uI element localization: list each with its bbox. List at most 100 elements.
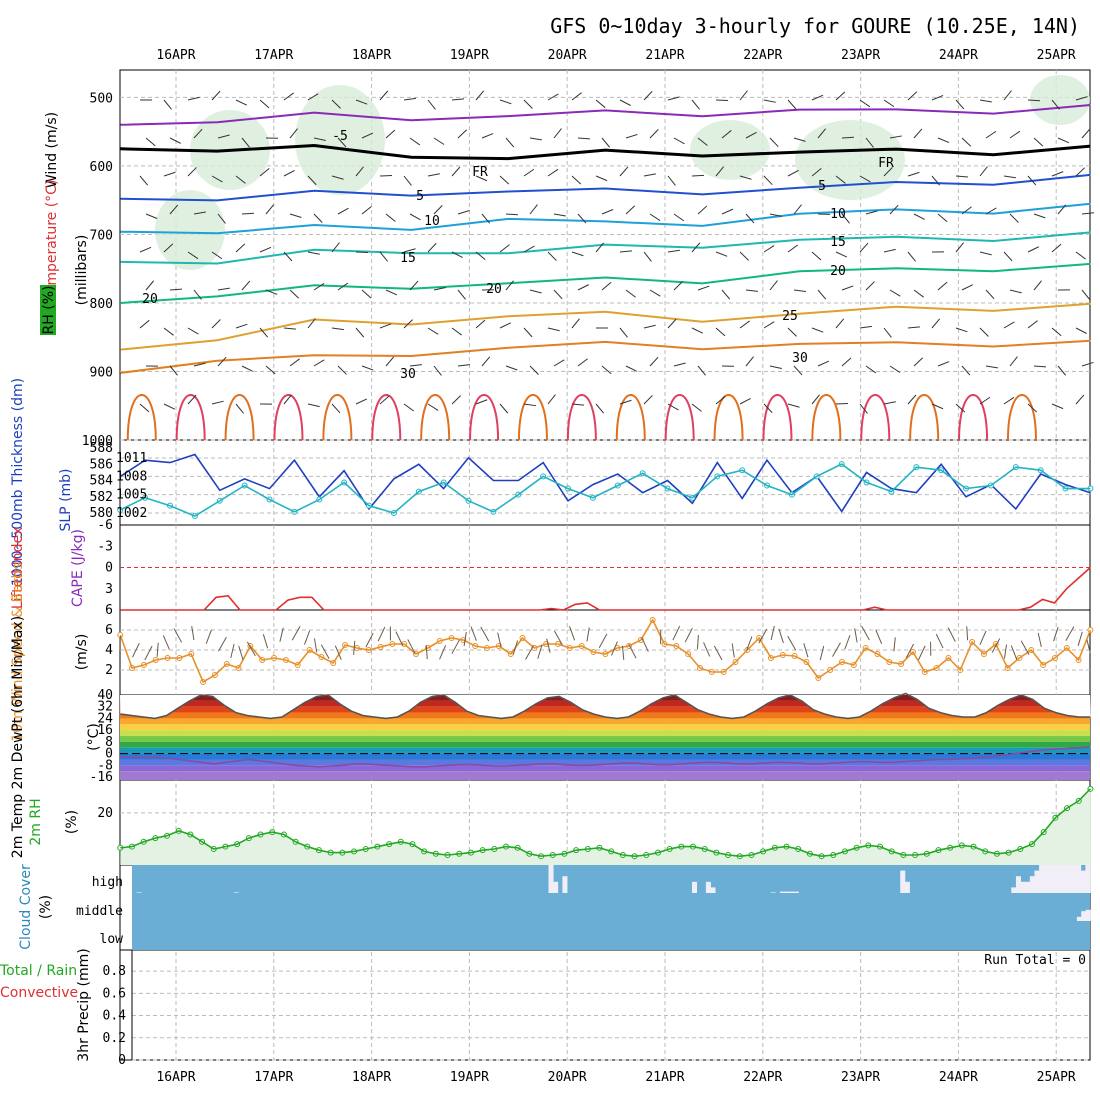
wind-barb [889, 204, 899, 215]
wind-barb [769, 365, 782, 369]
wind-barb [265, 365, 276, 375]
wind-barb [787, 169, 799, 177]
temperature-band [120, 765, 1090, 772]
surface-wind-barb [262, 634, 269, 649]
wind-barb [865, 365, 877, 374]
dewpoint-line [120, 746, 1091, 768]
wind-barb [499, 99, 512, 105]
temperature-band [120, 718, 1090, 725]
wind-barb [1009, 356, 1018, 367]
axis-label-2m-rh: 2m RH [28, 798, 44, 845]
wind-barb [433, 137, 445, 145]
wind-barb [475, 175, 488, 182]
hot-contour [909, 394, 940, 441]
date-label-top: 17APR [254, 48, 293, 63]
wind-barb [619, 327, 628, 338]
chart-title: GFS 0~10day 3-hourly for GOURE (10.25E, … [550, 14, 1080, 38]
surface-wind-barb [407, 639, 416, 654]
wind-barb [745, 356, 754, 367]
wind-barb [643, 173, 656, 177]
thickness-tick: 580 [90, 506, 113, 521]
wind-barb [1075, 251, 1086, 260]
surface-wind-barb [758, 628, 768, 644]
wind-barb [433, 287, 446, 291]
surface-wind-barb [173, 628, 183, 643]
slp-tick: 1011 [116, 451, 147, 466]
wind-barb [985, 365, 998, 369]
wind-barb [187, 394, 197, 405]
contour-label: 10 [424, 214, 440, 229]
cloud-bar-high [553, 881, 559, 893]
hot-contour [371, 394, 402, 441]
surface-wind-barb [979, 630, 987, 645]
wind-barb [907, 91, 918, 101]
surface-wind-barb [156, 642, 159, 657]
temperature-tick: -16 [90, 770, 113, 785]
surface-wind-barb [470, 626, 477, 641]
wind-barb [601, 281, 612, 291]
cloud-level-middle: middle [76, 904, 123, 919]
wind-barb [841, 213, 850, 224]
precip-tick: 0.4 [103, 1009, 127, 1024]
wind-barb [475, 90, 485, 101]
wind-barb [235, 175, 246, 184]
wind-barb [529, 204, 538, 215]
wind-barb [619, 99, 631, 106]
cloud-bar-high [1020, 881, 1026, 893]
wind-barb [667, 318, 677, 329]
wind-barb [355, 398, 368, 405]
wind-barb [697, 285, 710, 291]
wind-barb [433, 204, 443, 215]
wind-barb [601, 365, 612, 375]
surface-wind-barb [218, 636, 227, 652]
temperature-band [120, 741, 1090, 748]
wind-barb [523, 245, 535, 253]
wind-barb [505, 213, 519, 216]
wind-barb [673, 362, 686, 367]
wind-barb [361, 289, 372, 299]
surface-wind-barb [320, 644, 330, 659]
cloud-bar-high [710, 887, 716, 893]
wind-barb [811, 94, 824, 101]
wind-barb [355, 251, 369, 254]
slp-tick: 1002 [116, 506, 147, 521]
wind-barb [1075, 96, 1088, 101]
temperature-band [120, 724, 1090, 731]
cloud-bar-high [900, 870, 906, 893]
wind-barb [499, 244, 510, 253]
wind-barb [907, 171, 920, 177]
wind-barb [1003, 321, 1015, 329]
cloud-bar-high [789, 891, 795, 893]
wind-barb [883, 248, 896, 253]
date-label-bottom: 25APR [1037, 1070, 1076, 1085]
wind-barb [403, 97, 416, 101]
surface-wind-barb [684, 627, 693, 643]
temperature-band [120, 747, 1090, 754]
cloud-bar-middle [1081, 911, 1087, 921]
cloud-bar-high [1057, 865, 1063, 893]
wind-barb [457, 364, 470, 367]
wind-barb [481, 213, 491, 224]
wind-barb [979, 166, 988, 177]
temperature-tick: 16 [97, 723, 113, 738]
wind-barb [499, 322, 512, 329]
wind-barb [715, 166, 724, 177]
wind-barb [193, 289, 202, 300]
surface-wind-barb [191, 625, 195, 641]
contour-label: 30 [792, 351, 808, 366]
wind-barb [1081, 212, 1094, 215]
wind-barb [1081, 361, 1094, 367]
wind-barb [403, 248, 416, 253]
cloud-level-high: high [92, 875, 123, 890]
surface-wind-barb [546, 638, 551, 653]
wind-barb [769, 213, 782, 217]
wind-tick: 4 [105, 643, 113, 658]
cloud-bar-high [779, 891, 785, 893]
date-label-bottom: 21APR [645, 1070, 684, 1085]
surface-wind-barb [451, 639, 460, 655]
wind-barb [547, 327, 560, 332]
cloud-bar-high [136, 892, 142, 893]
wind-barb [697, 365, 706, 376]
surface-wind-barb [230, 643, 235, 659]
surface-wind-barb [787, 635, 797, 651]
